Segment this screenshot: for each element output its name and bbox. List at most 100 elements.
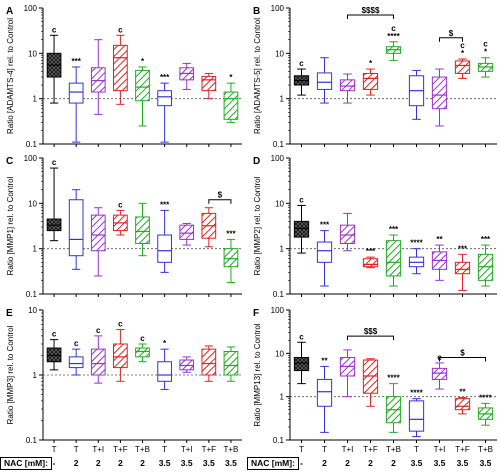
y-tick-label: 1	[280, 95, 285, 104]
panel-F: F 0.1 1 10 100 Ratio [MMP13] rel. to Control T…	[253, 306, 497, 454]
box-iqr	[68, 82, 84, 104]
box-iqr	[293, 220, 310, 238]
box-iqr	[362, 359, 379, 394]
box-F-9	[477, 402, 494, 426]
y-tick-label: 100	[271, 306, 285, 315]
significance-annotation: ***	[320, 221, 330, 230]
box-iqr	[113, 343, 128, 369]
y-tick-label: 0.1	[26, 140, 38, 149]
significance-annotation: ***	[481, 235, 491, 244]
box-iqr	[431, 367, 448, 380]
significance-bracket: $	[439, 349, 486, 362]
nac-value: 2	[73, 458, 79, 468]
box-iqr	[90, 67, 106, 93]
y-tick-label: 10	[28, 199, 37, 208]
box-iqr	[135, 347, 150, 358]
y-axis-label: Ratio [ADAMTS-5] rel. to Control	[253, 18, 262, 134]
panel-B: B 0.1 1 10 100 Ratio [ADAMTS-5] rel. to Contr…	[253, 4, 497, 149]
panel-letter: A	[6, 6, 13, 17]
x-tick-label: T+I	[434, 445, 446, 454]
nac-value: 3.5	[456, 458, 469, 468]
box-D-1	[293, 204, 310, 254]
y-axis-label: Ratio [ADAMTS-4] rel. to Control	[6, 18, 15, 134]
significance-annotation: *	[369, 59, 373, 68]
significance-annotation: ***	[71, 57, 81, 66]
x-tick-label: T+F	[113, 445, 128, 454]
box-iqr	[293, 357, 310, 372]
significance-annotation: **	[321, 356, 328, 365]
panel-D: D 0.1 1 10 100 Ratio [MMP2] rel. to Control c *…	[253, 154, 497, 299]
significance-annotation: ****	[479, 393, 492, 402]
panel-letter: C	[6, 156, 13, 167]
box-D-9	[477, 244, 494, 287]
box-A-7	[179, 62, 195, 90]
significance-annotation: *	[163, 339, 167, 348]
box-B-8	[454, 58, 471, 79]
box-iqr	[201, 75, 217, 92]
y-axis-label: Ratio [MMP2] rel. to Control	[253, 176, 262, 275]
box-F-4	[362, 358, 379, 407]
box-C-8	[201, 207, 217, 248]
x-tick-label: T	[162, 445, 167, 454]
y-tick-label: 10	[28, 49, 37, 58]
bracket-label: $	[449, 29, 454, 38]
x-tick-label: T+I	[342, 445, 354, 454]
box-B-3	[339, 73, 356, 104]
significance-annotation: c	[118, 320, 123, 329]
y-tick-label: 100	[271, 4, 285, 13]
box-A-8	[201, 72, 217, 100]
y-tick-label: 0.1	[273, 290, 285, 299]
box-iqr	[135, 216, 150, 245]
nac-value: 3.5	[158, 458, 171, 468]
y-tick-label: 1	[33, 371, 38, 380]
y-axis-label: Ratio [MMP1] rel. to Control	[6, 176, 15, 275]
nac-value: 3.5	[202, 458, 215, 468]
box-iqr	[362, 72, 379, 90]
box-iqr	[339, 224, 356, 245]
box-A-1	[46, 34, 62, 104]
box-iqr	[113, 44, 128, 92]
box-D-4	[362, 256, 379, 269]
box-B-7	[431, 68, 448, 127]
y-tick-label: 100	[24, 154, 38, 163]
nac-value: -	[52, 458, 56, 468]
box-D-7	[431, 244, 448, 281]
box-iqr	[157, 361, 172, 382]
significance-bracket: $$$$	[347, 6, 394, 20]
x-tick-label: T	[414, 445, 419, 454]
y-tick-label: 0.1	[26, 436, 38, 445]
box-iqr	[339, 79, 356, 92]
nac-value: -	[300, 458, 303, 468]
box-A-3	[90, 39, 106, 115]
box-A-5	[135, 66, 150, 127]
y-tick-label: 1	[33, 95, 38, 104]
box-iqr	[385, 240, 402, 277]
box-C-7	[179, 222, 195, 246]
y-tick-label: 1	[33, 245, 38, 254]
box-iqr	[157, 90, 172, 107]
nac-value: 3.5	[433, 458, 446, 468]
box-A-6	[157, 82, 172, 143]
box-iqr	[223, 350, 239, 376]
box-iqr	[316, 378, 333, 407]
significance-annotation: c	[52, 330, 57, 339]
y-tick-label: 10	[275, 49, 284, 58]
nac-value: 2	[345, 458, 350, 468]
bracket-label: $$$$	[362, 6, 380, 15]
significance-annotation: c	[118, 200, 123, 209]
significance-annotation: ****	[410, 239, 423, 248]
box-iqr	[454, 398, 471, 411]
significance-annotation: *	[141, 57, 145, 66]
box-B-2	[316, 57, 333, 104]
box-B-1	[293, 68, 310, 96]
box-E-5	[135, 343, 150, 363]
box-A-4	[113, 34, 128, 105]
significance-annotation: c	[52, 25, 57, 34]
significance-annotation: c	[299, 59, 304, 68]
box-iqr	[90, 348, 106, 376]
box-D-2	[316, 230, 333, 287]
nac-value: 2	[140, 458, 145, 468]
significance-annotation: ****	[410, 389, 423, 398]
x-tick-label: T+F	[202, 445, 217, 454]
y-axis-label: Ratio [MMP13] rel. to Control	[253, 323, 262, 426]
